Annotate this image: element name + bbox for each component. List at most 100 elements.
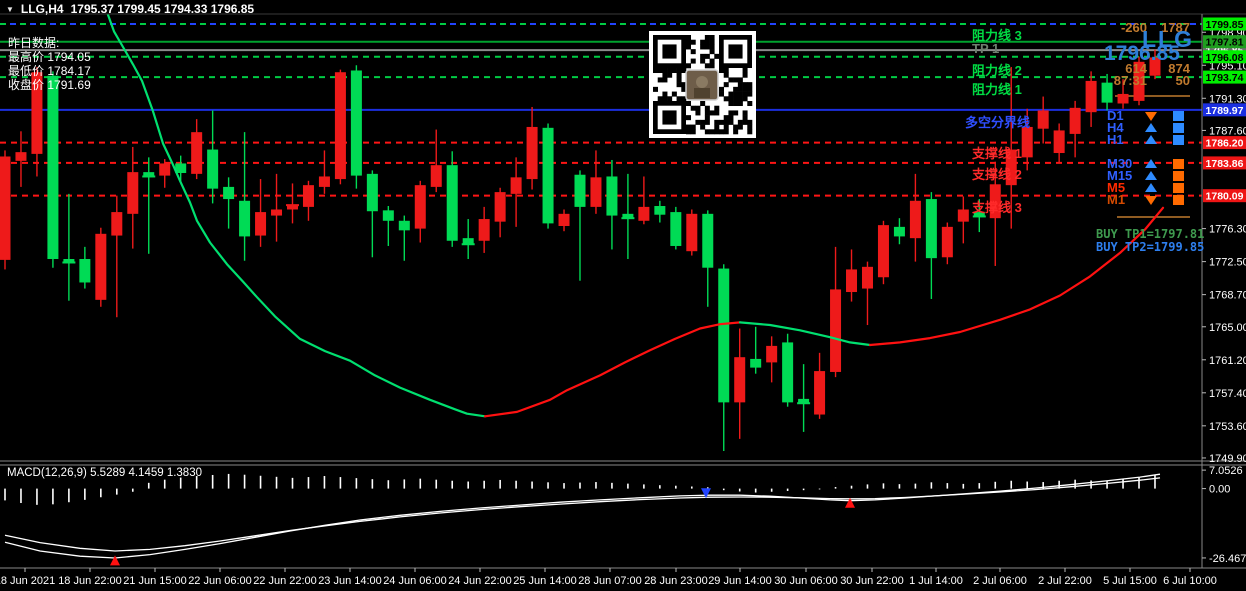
timeframe-label[interactable]: M15 xyxy=(1107,168,1133,183)
timeframe-label[interactable]: D1 xyxy=(1107,108,1124,123)
macd-hist-bar xyxy=(706,487,709,489)
stat-row2-right: 874 xyxy=(1168,61,1190,76)
arrow-down-icon xyxy=(1145,196,1157,205)
candle-body xyxy=(654,206,666,215)
macd-hist-bar xyxy=(435,479,438,489)
ma-line xyxy=(868,206,1165,347)
candle-body xyxy=(127,172,139,214)
timeframe-label[interactable]: H4 xyxy=(1107,120,1124,135)
timeframe-row-m5[interactable]: M5 xyxy=(1107,180,1192,195)
price-badge xyxy=(1203,189,1246,203)
macd-hist-bar xyxy=(116,488,118,495)
candle-body xyxy=(1005,149,1017,186)
macd-hist-bar xyxy=(754,488,757,493)
price-badge xyxy=(1203,103,1246,117)
macd-hist-bar xyxy=(770,488,773,492)
price-badge-label: 1799.85 xyxy=(1206,19,1244,31)
macd-hist-bar xyxy=(531,481,533,489)
candle-body xyxy=(15,152,27,161)
timeframe-row-h4[interactable]: H4 xyxy=(1107,120,1192,135)
timeframe-label[interactable]: H1 xyxy=(1107,132,1124,147)
timeframe-row-m1[interactable]: M1 xyxy=(1107,192,1192,207)
time-axis-label: 30 Jun 22:00 xyxy=(840,575,904,587)
price-badge xyxy=(1203,70,1246,84)
arrow-down-icon xyxy=(1145,112,1157,121)
timeframe-row-d1[interactable]: D1 xyxy=(1107,108,1192,123)
macd-hist-bar xyxy=(611,482,613,489)
time-axis-label: 28 Jun 07:00 xyxy=(578,575,642,587)
timeframe-row-m30[interactable]: M30 xyxy=(1107,156,1192,171)
price-badge-label: 1797.81 xyxy=(1206,37,1244,49)
macd-hist-bar xyxy=(643,484,645,489)
chart-dropdown-icon[interactable]: ▼ xyxy=(6,4,14,14)
timeframe-label[interactable]: M5 xyxy=(1107,180,1126,195)
macd-hist-bar xyxy=(659,485,661,489)
macd-hist-bar xyxy=(68,488,70,503)
timeframe-row-m15[interactable]: M15 xyxy=(1107,168,1192,183)
level-label: 阻力线 1 xyxy=(972,82,1022,97)
level-label: 支撑线 2 xyxy=(972,167,1022,182)
macd-hist-bar xyxy=(419,478,422,489)
time-axis-label: 1 Jul 14:00 xyxy=(909,575,963,587)
candle-body xyxy=(638,206,650,221)
price-tick-label: 1757.40 xyxy=(1209,388,1246,400)
price-badge xyxy=(1203,136,1246,150)
price-tick-label: 1761.20 xyxy=(1209,355,1246,367)
candle-body xyxy=(510,177,522,194)
price-tick-label: 1765.00 xyxy=(1209,322,1246,334)
candle-body xyxy=(909,200,921,239)
macd-hist-bar xyxy=(627,483,629,489)
candle-body xyxy=(1037,110,1049,129)
level-label: 阻力线 3 xyxy=(972,28,1022,43)
macd-hist-bar xyxy=(355,478,358,489)
candle-body xyxy=(79,259,91,283)
macd-hist-bar xyxy=(563,483,565,489)
timeframe-label[interactable]: M1 xyxy=(1107,192,1126,207)
time-axis-label: 22 Jun 06:00 xyxy=(188,575,252,587)
axes: 1798.901795.101791.301787.601776.301772.… xyxy=(0,13,1246,587)
level-label: 阻力线 2 xyxy=(972,63,1022,78)
macd-hist-bar xyxy=(675,485,677,489)
candle-body xyxy=(47,75,59,260)
candle-body xyxy=(334,72,346,180)
macd-hist-bar xyxy=(291,477,294,489)
macd-hist-bar xyxy=(275,476,278,489)
candle-body xyxy=(734,357,746,403)
candle-body xyxy=(1117,93,1129,104)
macd-hist-bar xyxy=(84,488,86,500)
price-badge xyxy=(1203,50,1246,64)
status-square-icon xyxy=(1173,195,1184,205)
candle-body xyxy=(686,213,698,252)
candle-body xyxy=(1021,126,1033,158)
price-badge-label: 1796.08 xyxy=(1206,52,1244,64)
macd-hist-bar xyxy=(1026,481,1029,489)
time-axis-label: 28 Jun 23:00 xyxy=(644,575,708,587)
price-badge-label: 1786.20 xyxy=(1206,138,1244,150)
timeframe-row-h1[interactable]: H1 xyxy=(1107,132,1192,147)
macd-hist-bar xyxy=(1010,480,1013,489)
macd-hist-bar xyxy=(547,482,549,489)
time-axis-label: 6 Jul 10:00 xyxy=(1163,575,1217,587)
symbol-period-label: LLG,H4 xyxy=(20,2,64,16)
macd-hist-bar xyxy=(738,488,741,492)
status-square-icon xyxy=(1173,135,1184,145)
timeframe-label[interactable]: M30 xyxy=(1107,156,1133,171)
candle-body xyxy=(766,345,778,363)
macd-hist-bar xyxy=(387,480,390,489)
buy-tp2-text: BUY TP2=1799.85 xyxy=(1096,240,1205,254)
candle-body xyxy=(718,268,730,403)
candle-body xyxy=(366,173,378,212)
candle-body xyxy=(223,186,235,200)
macd-hist-bar xyxy=(834,487,837,489)
candle-body xyxy=(318,176,330,187)
level-label: 支撑线 1 xyxy=(972,146,1022,161)
candle-body xyxy=(814,371,826,415)
candle-body xyxy=(606,176,618,216)
current-price-display: 1796.85 xyxy=(1104,42,1180,65)
yesterday-close: 收盘价 1791.69 xyxy=(8,78,91,92)
buy-tp1-text: BUY TP1=1797.81 xyxy=(1096,227,1205,241)
macd-hist-bar xyxy=(1058,480,1060,489)
price-tick-label: 1772.50 xyxy=(1209,257,1246,269)
macd-hist-bar xyxy=(914,483,917,489)
